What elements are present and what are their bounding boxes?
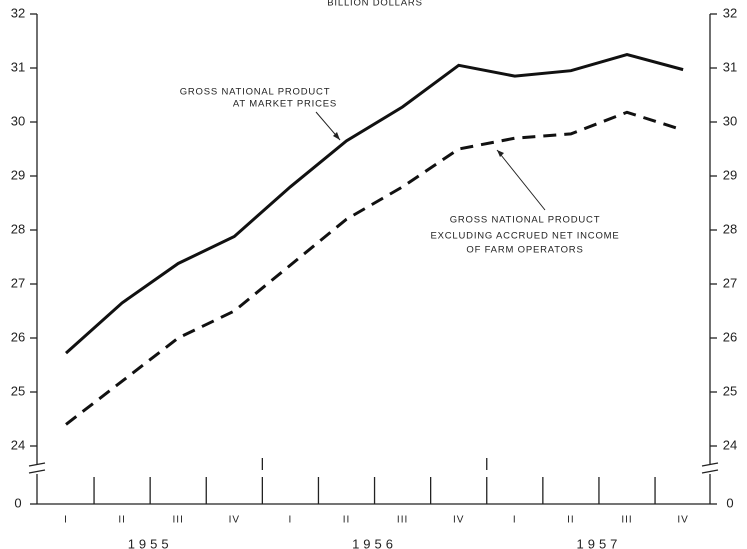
axis-break <box>28 469 46 474</box>
x-tick-label: II <box>343 515 351 526</box>
series-annotation: AT MARKET PRICES <box>233 99 337 110</box>
series-annotation: GROSS NATIONAL PRODUCT <box>180 87 331 98</box>
series-line <box>64 52 684 355</box>
y-tick-label: 24 <box>11 437 25 452</box>
y-tick-label: 32 <box>11 5 25 20</box>
y-tick-label: 28 <box>723 221 737 236</box>
x-group-label: 1957 <box>576 536 621 549</box>
y-tick-label: 30 <box>723 113 737 128</box>
arrow-head <box>333 132 340 140</box>
y-tick-label: 27 <box>723 275 737 290</box>
y-tick-label: 0 <box>726 495 733 510</box>
series-annotation: OF FARM OPERATORS <box>466 245 583 256</box>
y-tick-label: 30 <box>11 113 25 128</box>
y-tick-label: 27 <box>11 275 25 290</box>
y-tick-label: 0 <box>14 495 21 510</box>
y-tick-label: 29 <box>11 167 25 182</box>
chart-title: BILLION DOLLARS <box>327 0 422 9</box>
y-tick-label: 26 <box>723 329 737 344</box>
x-tick-label: II <box>567 515 575 526</box>
x-group-label: 1956 <box>352 536 397 549</box>
x-tick-label: IV <box>229 515 240 526</box>
x-tick-label: II <box>118 515 126 526</box>
axis-break <box>701 462 719 467</box>
x-group-label: 1955 <box>128 536 173 549</box>
series-annotation: GROSS NATIONAL PRODUCT <box>450 215 601 226</box>
x-tick-label: I <box>64 515 68 526</box>
annotation-arrow <box>496 149 546 211</box>
x-tick-label: I <box>289 515 293 526</box>
arrow-head <box>497 150 504 157</box>
x-tick-label: I <box>513 515 517 526</box>
y-tick-label: 31 <box>723 59 737 74</box>
y-tick-label: 24 <box>723 437 737 452</box>
y-tick-label: 28 <box>11 221 25 236</box>
y-tick-label: 25 <box>11 383 25 398</box>
y-tick-label: 29 <box>723 167 737 182</box>
x-tick-label: III <box>173 515 184 526</box>
x-tick-label: III <box>621 515 632 526</box>
y-tick-label: 26 <box>11 329 25 344</box>
axis-break <box>701 469 719 474</box>
series-annotation: EXCLUDING ACCRUED NET INCOME <box>430 231 619 242</box>
x-tick-label: IV <box>677 515 688 526</box>
y-tick-label: 32 <box>723 5 737 20</box>
x-tick-label: IV <box>453 515 464 526</box>
x-tick-label: III <box>397 515 408 526</box>
y-tick-label: 25 <box>723 383 737 398</box>
y-tick-label: 31 <box>11 59 25 74</box>
axis-break <box>28 462 46 467</box>
series-line <box>65 110 684 426</box>
